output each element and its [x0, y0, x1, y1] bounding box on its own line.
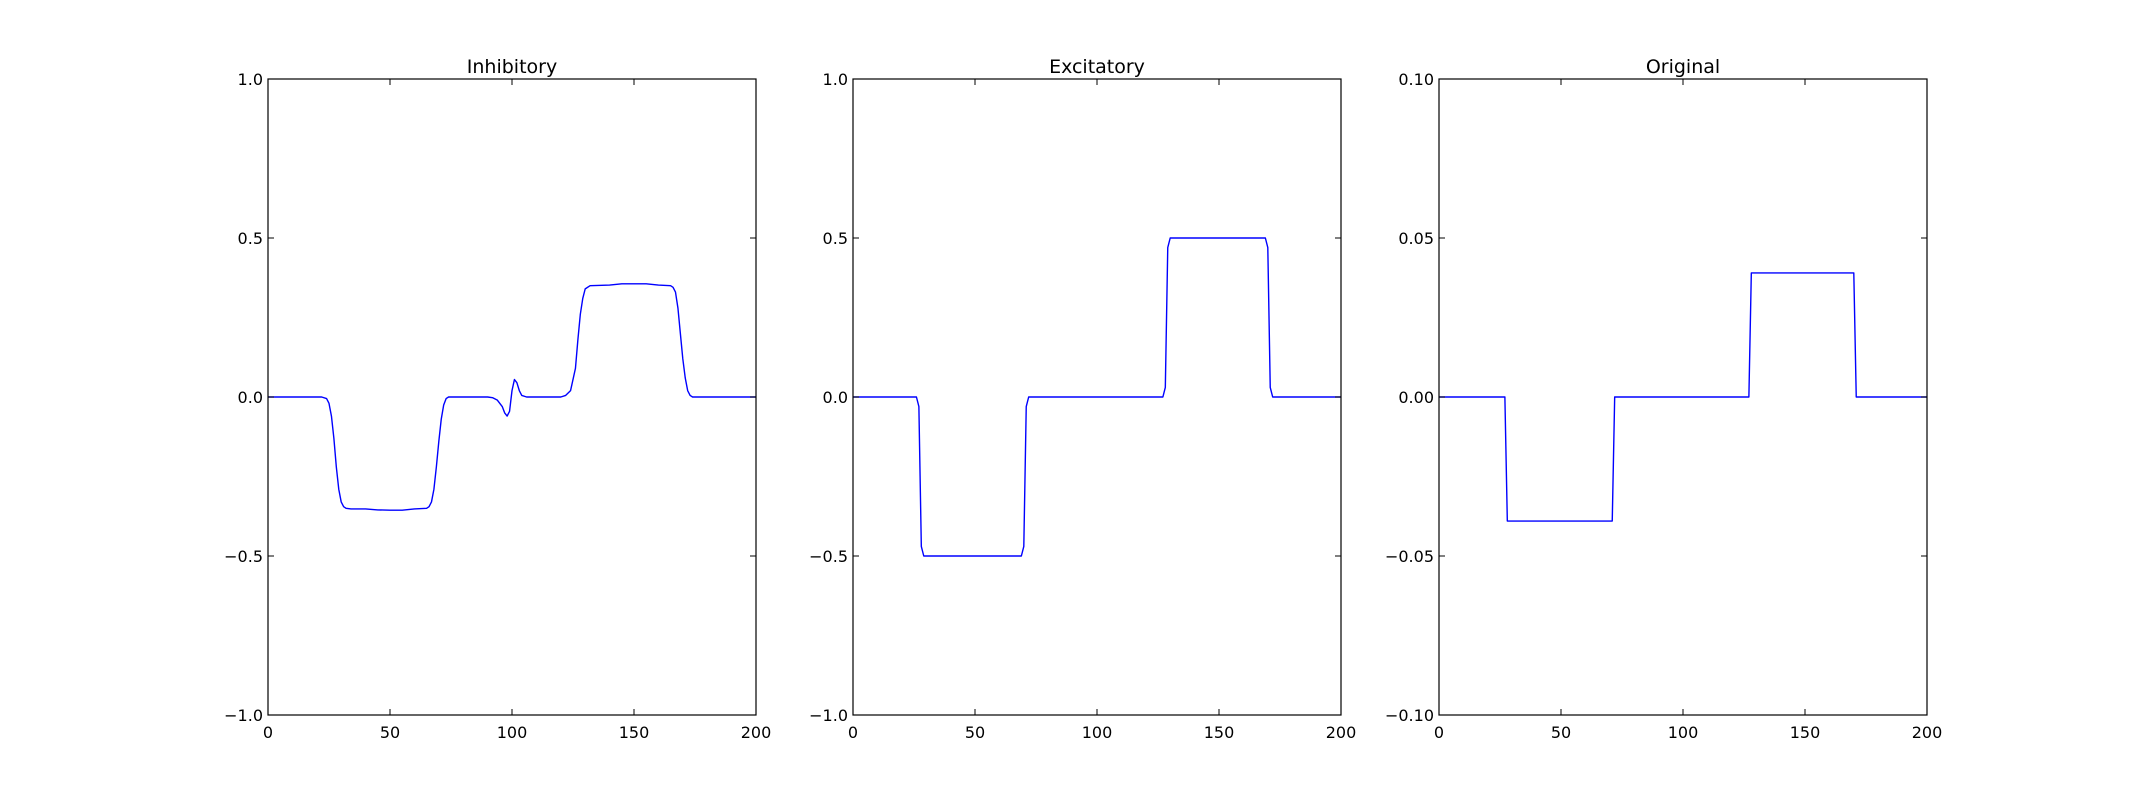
- x-tick-label: 150: [619, 723, 650, 742]
- chart-title: Inhibitory: [467, 56, 557, 78]
- y-tick-label: 0.0: [823, 388, 848, 407]
- chart-title: Original: [1646, 56, 1720, 78]
- chart-panel-2: 0 50 100 150 200 −1.0 −0.5 0.0 0.5 1.0 Excitatory: [809, 56, 1356, 742]
- y-tick-label: 1.0: [823, 70, 848, 89]
- y-tick-label: −0.05: [1385, 547, 1434, 566]
- y-tick-label: 0.00: [1398, 388, 1434, 407]
- chart-panel-3: 0 50 100 150 200 −0.10 −0.05 0.00 0.05 0.10 Origin…: [1385, 56, 1942, 742]
- x-tick-label: 50: [1551, 723, 1571, 742]
- x-tick-label: 0: [1434, 723, 1444, 742]
- data-line-2-1: [853, 237, 1341, 557]
- x-tick-label: 0: [848, 723, 858, 742]
- x-tick-label: 100: [1668, 723, 1699, 742]
- y-tick-label: 0.5: [823, 229, 848, 248]
- x-tick-label: 150: [1204, 723, 1235, 742]
- x-tick-label: 50: [380, 723, 400, 742]
- data-line-1-1: [268, 283, 756, 511]
- y-tick-label: −0.10: [1385, 706, 1434, 725]
- y-tick-label: −0.5: [809, 547, 848, 566]
- x-tick-label: 100: [497, 723, 528, 742]
- y-tick-label: 0.10: [1398, 70, 1434, 89]
- x-tick-label: 50: [965, 723, 985, 742]
- axes-frame: [267, 78, 757, 716]
- y-tick-label: 0.0: [238, 388, 263, 407]
- data-line-3-1: [1439, 272, 1927, 522]
- y-tick-label: 0.5: [238, 229, 263, 248]
- x-tick-label: 100: [1082, 723, 1113, 742]
- y-tick-label: 1.0: [238, 70, 263, 89]
- x-tick-label: 150: [1790, 723, 1821, 742]
- x-tick-label: 200: [1912, 723, 1943, 742]
- x-tick-label: 200: [741, 723, 772, 742]
- chart-title: Excitatory: [1049, 56, 1145, 78]
- x-tick-label: 200: [1326, 723, 1357, 742]
- y-tick-label: −1.0: [809, 706, 848, 725]
- y-tick-label: 0.05: [1398, 229, 1434, 248]
- chart-panel-1: 0 50 100 150 200 −1.0 −0.5 0.0 0.5 1.0 Inhibitory: [224, 56, 771, 742]
- x-tick-label: 0: [263, 723, 273, 742]
- y-tick-label: −0.5: [224, 547, 263, 566]
- y-tick-label: −1.0: [224, 706, 263, 725]
